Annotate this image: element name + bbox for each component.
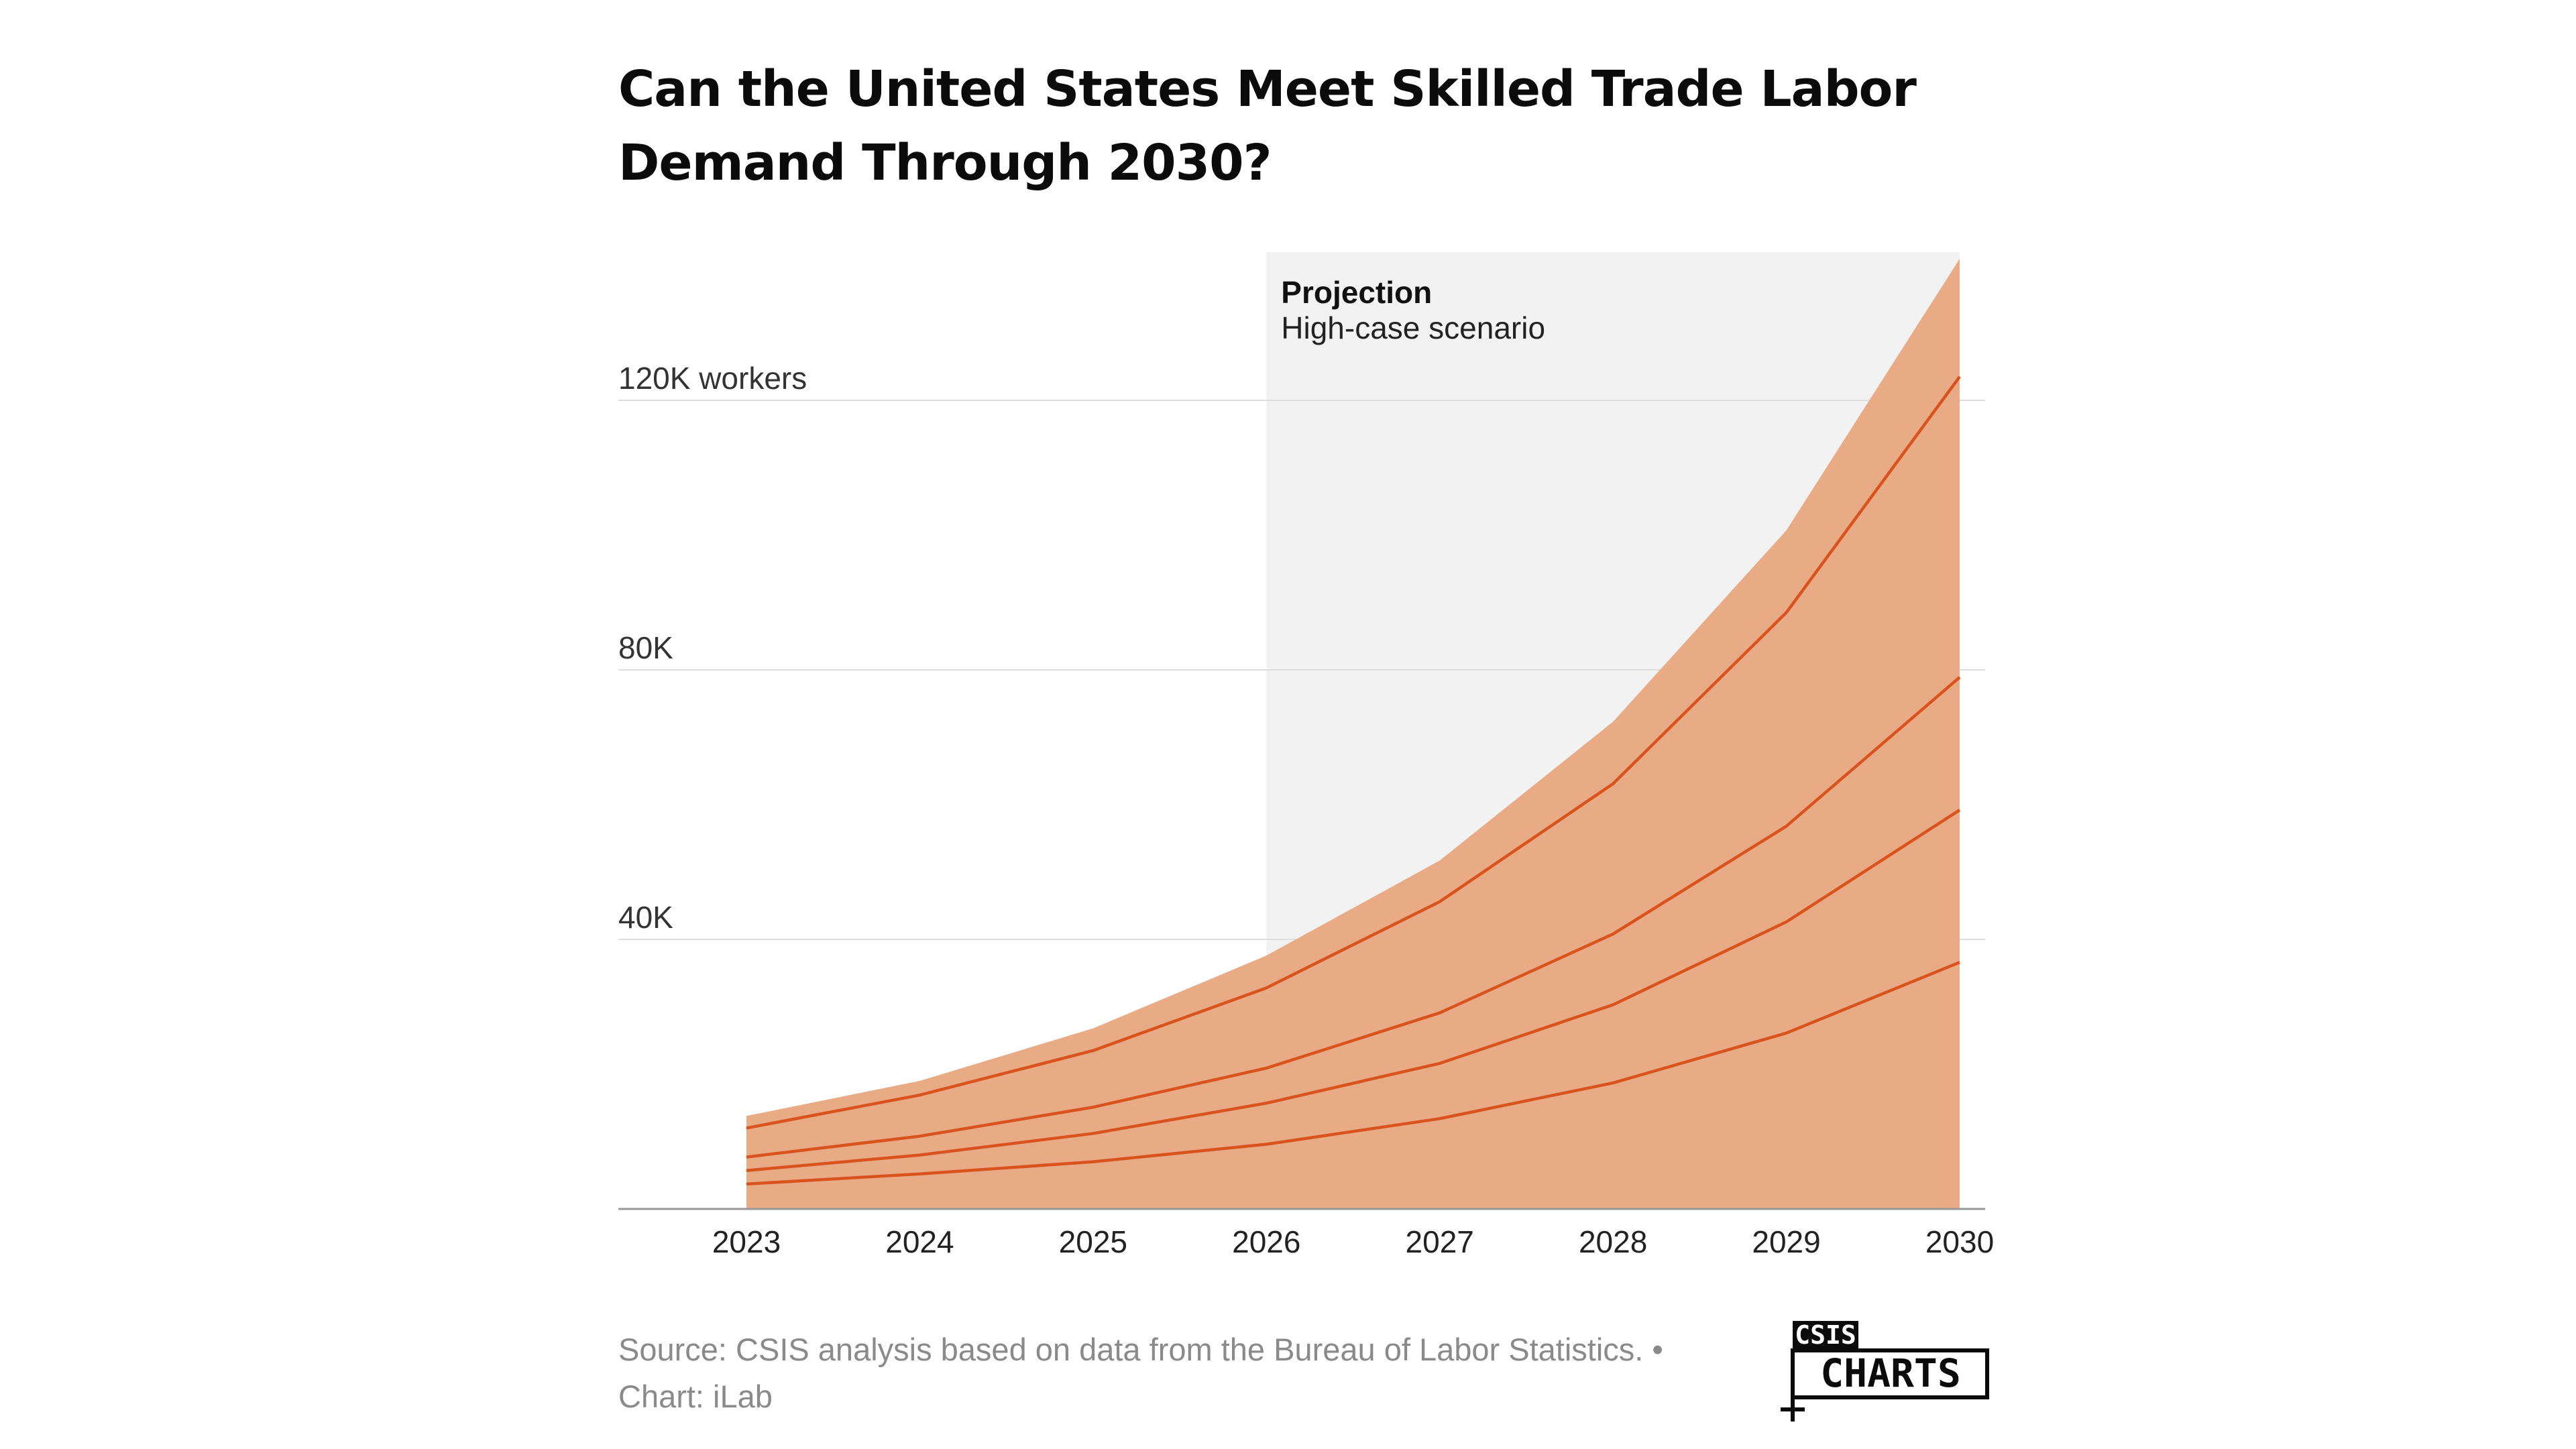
chart-title-line-2: Demand Through 2030? — [618, 134, 1272, 192]
y-axis-labels: 40K 80K 120K workers — [618, 361, 807, 935]
logo-bottom-text: CHARTS — [1820, 1350, 1961, 1396]
chart-credit: Chart: iLab — [618, 1379, 773, 1414]
series-line-1 — [746, 375, 1961, 1130]
logo-top-block — [1793, 1321, 1858, 1350]
demand-range-area — [746, 258, 1960, 1210]
y-tick-label: 80K — [618, 630, 673, 665]
projection-label: Projection — [1281, 275, 1432, 310]
series-line-2 — [746, 676, 1961, 1159]
y-tick-label: 40K — [618, 900, 673, 935]
x-tick-label: 2023 — [712, 1224, 781, 1259]
projection-sublabel: High-case scenario — [1281, 310, 1545, 345]
x-tick-label: 2026 — [1232, 1224, 1300, 1259]
chart-title: Can the United States Meet Skilled Trade… — [618, 52, 1926, 200]
series-line-4 — [746, 961, 1960, 1186]
source-note: Source: CSIS analysis based on data from… — [618, 1332, 1663, 1367]
x-tick-label: 2028 — [1579, 1224, 1647, 1259]
x-tick-label: 2024 — [885, 1224, 954, 1259]
x-tick-label: 2029 — [1752, 1224, 1820, 1259]
x-tick-label: 2030 — [1925, 1224, 1994, 1259]
x-axis-labels: 2023 2024 2025 2026 2027 2028 2029 2030 — [712, 1224, 1994, 1259]
series-line-3 — [746, 809, 1961, 1172]
x-tick-label: 2027 — [1406, 1224, 1474, 1259]
y-tick-label: 120K workers — [618, 361, 807, 396]
x-tick-label: 2025 — [1059, 1224, 1127, 1259]
csis-charts-logo: CSIS CHARTS — [1781, 1320, 1989, 1422]
series-lines — [746, 375, 1961, 1186]
logo-top-text: CSIS — [1795, 1320, 1856, 1350]
chart-title-line-1: Can the United States Meet Skilled Trade… — [618, 60, 1917, 118]
chart-footer: Source: CSIS analysis based on data from… — [618, 1326, 1785, 1420]
